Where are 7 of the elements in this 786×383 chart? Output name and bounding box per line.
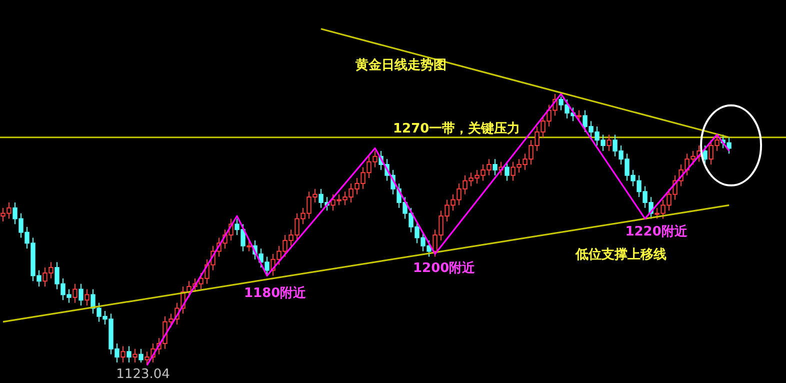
annotation: 1180附近 xyxy=(244,284,308,301)
annotation: 低位支撑上移线 xyxy=(574,248,666,263)
chart-title: 黄金日线走势图 xyxy=(354,56,446,73)
annotation: 1200附近 xyxy=(412,260,476,276)
annotation: 1220附近 xyxy=(625,224,688,240)
ref-line-label: 1270一带，关键压力 xyxy=(393,120,520,136)
text: 1123.04 xyxy=(116,367,170,382)
